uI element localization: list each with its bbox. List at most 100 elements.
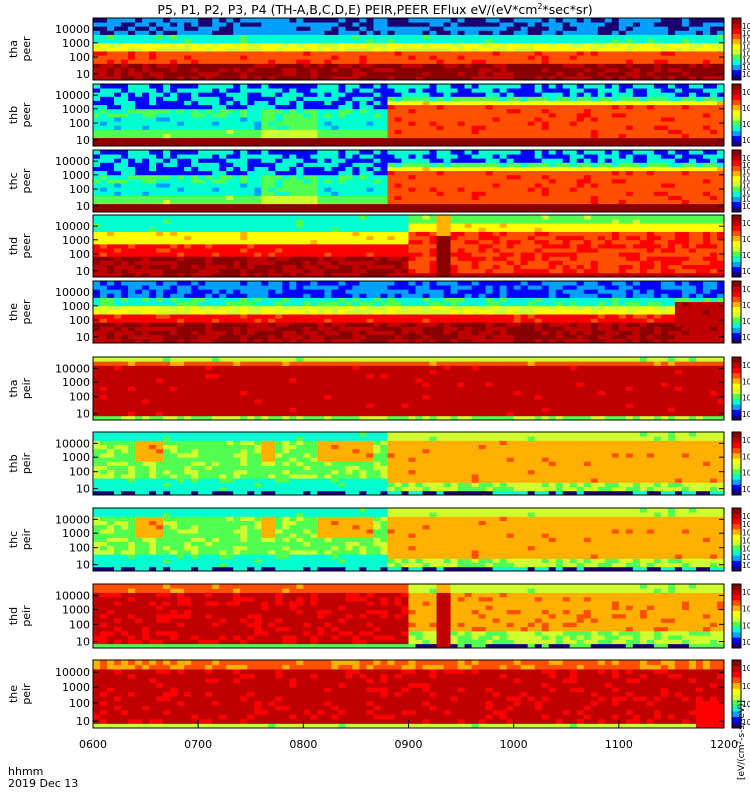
colorbar-tick-label: 10⁶ xyxy=(742,512,750,521)
y-tick-label: 10 xyxy=(76,134,90,147)
x-tick-label: 0900 xyxy=(395,738,423,751)
colorbar-tick-label: 10⁶ xyxy=(742,36,750,45)
y-tick-label: 100 xyxy=(69,466,90,479)
colorbar-tick-label: 10⁴ xyxy=(742,528,750,537)
y-tick-label: 10000 xyxy=(55,513,90,526)
y-tick-label: 10 xyxy=(76,200,90,213)
colorbar-tick-label: 10⁴ xyxy=(742,181,750,190)
panel-frame xyxy=(92,214,725,278)
colorbar-tick-label: 10⁰ xyxy=(742,485,750,494)
colorbar-tick-label: 10⁶ xyxy=(742,301,750,310)
colorbar-tick-label: 10⁵ xyxy=(742,175,750,184)
panel-frame xyxy=(92,280,725,344)
panel-thc-peer: 10000100010010thcpeer10⁸10⁷10⁶10⁵10⁴10³1… xyxy=(7,149,750,213)
y-tick-label: 10 xyxy=(76,483,90,496)
title-main: P5, P1, P2, P3, P4 (TH-A,B,C,D,E) PEIR,P… xyxy=(157,2,537,17)
colorbar-tick-label: 10⁶ xyxy=(742,436,750,445)
colorbar: 10⁶ 10⁴ 10² 10⁰ xyxy=(731,431,750,496)
colorbar-tick-label: 10¹ xyxy=(742,70,750,79)
x-axis-label-date: 2019 Dec 13 xyxy=(8,777,78,790)
title-superscript: 2 xyxy=(537,2,542,11)
colorbar-tick-label: 10² xyxy=(742,333,750,342)
panel-frame xyxy=(92,431,725,496)
panel-label: thapeir xyxy=(7,377,33,399)
colorbar: 10⁶ 10⁴ 10² 10⁰ xyxy=(731,356,750,421)
title-tail: *sec*sr) xyxy=(542,2,592,17)
y-tick-label: 100 xyxy=(69,618,90,631)
panel-frame xyxy=(92,583,725,649)
y-tick-label: 100 xyxy=(69,117,90,130)
y-tick-label: 10000 xyxy=(55,89,90,102)
panel-frame xyxy=(92,149,725,213)
y-tick-label: 1000 xyxy=(62,451,90,464)
y-tick-label: 10 xyxy=(76,331,90,344)
y-tick-label: 100 xyxy=(69,183,90,196)
colorbar-tick-label: 10⁴ xyxy=(742,452,750,461)
y-tick-label: 1000 xyxy=(62,681,90,694)
panel-label: thcpeer xyxy=(7,168,33,194)
colorbar: 10⁸ 10⁶ 10⁴ 10² xyxy=(731,83,750,147)
colorbar-tick-label: 10² xyxy=(742,63,750,72)
panel-label: thepeer xyxy=(7,299,33,325)
x-tick-label: 0700 xyxy=(184,738,212,751)
y-tick-label: 10000 xyxy=(55,590,90,603)
x-tick-label: 0800 xyxy=(289,738,317,751)
colorbar-tick-label: 10² xyxy=(742,195,750,204)
colorbar-tick-label: 10⁵ xyxy=(742,520,750,529)
y-tick-label: 100 xyxy=(69,697,90,710)
y-tick-label: 10 xyxy=(76,636,90,649)
panel-frame xyxy=(92,356,725,421)
y-tick-label: 1000 xyxy=(62,37,90,50)
y-tick-label: 1000 xyxy=(62,169,90,182)
colorbar: 10⁸10⁷10⁶10⁵10⁴10³10²10¹ xyxy=(731,149,750,213)
colorbar-tick-label: 10⁰ xyxy=(742,638,750,647)
colorbar: 10⁸ 10⁶ 10⁴ 10² xyxy=(731,280,750,344)
colorbar-tick-label: 10⁶ xyxy=(742,664,750,673)
panel-tha-peer: 10000100010010thapeer10⁸10⁷10⁶10⁵10⁴10³1… xyxy=(7,17,750,81)
colorbar-tick-label: 10¹ xyxy=(742,202,750,211)
y-tick-label: 10 xyxy=(76,265,90,278)
colorbar-tick-label: 10⁴ xyxy=(742,49,750,58)
colorbar-tick-label: 10¹ xyxy=(742,553,750,562)
y-tick-label: 100 xyxy=(69,248,90,261)
colorbar-tick-label: 10⁷ xyxy=(742,161,750,170)
panel-label: thbpeer xyxy=(7,102,33,128)
colorbar-tick-label: 10² xyxy=(742,700,750,709)
panels: 10000100010010thapeer10⁸10⁷10⁶10⁵10⁴10³1… xyxy=(7,17,750,729)
colorbar: 10⁸10⁷10⁶10⁵10⁴10³10²10¹ xyxy=(731,17,750,81)
y-tick-label: 1000 xyxy=(62,300,90,313)
colorbar-tick-label: 10⁸ xyxy=(742,285,750,294)
colorbar-tick-label: 10⁸ xyxy=(742,219,750,228)
colorbar-tick-label: 10⁴ xyxy=(742,251,750,260)
colorbar-tick-label: 10² xyxy=(742,469,750,478)
panel-label: thbpeir xyxy=(7,452,33,474)
y-tick-label: 10000 xyxy=(55,23,90,36)
colorbar-tick-label: 10⁰ xyxy=(742,561,750,570)
colorbar-unit-label: [eV/(cm²-s-sr-eV)] xyxy=(737,700,747,780)
x-tick-label: 1100 xyxy=(605,738,633,751)
y-tick-label: 10000 xyxy=(55,220,90,233)
colorbar-tick-label: 10⁸ xyxy=(742,88,750,97)
y-tick-label: 1000 xyxy=(62,234,90,247)
x-tick-label: 1000 xyxy=(500,738,528,751)
colorbar-tick-label: 10⁴ xyxy=(742,377,750,386)
colorbar-tick-label: 10⁰ xyxy=(742,410,750,419)
panel-label: thdpeer xyxy=(7,233,33,259)
panel-the-peir: 10000 1000 100 10 thepeir 10⁶ 10⁴ 10² 10⁰ xyxy=(7,659,750,729)
panel-label: thcpeir xyxy=(7,528,33,550)
y-tick-label: 10000 xyxy=(55,437,90,450)
panel-frame xyxy=(92,17,725,81)
x-axis-label-hhmm: hhmm xyxy=(8,765,43,778)
x-axis: 0600 0700 0800 0900 1000 1100 1200 [eV/(cm²-s-s… xyxy=(79,700,747,780)
colorbar-tick-label: 10³ xyxy=(742,188,750,197)
y-tick-label: 100 xyxy=(69,542,90,555)
x-tick-label: 1200 xyxy=(710,738,738,751)
colorbar-tick-label: 10⁴ xyxy=(742,605,750,614)
colorbar-tick-label: 10⁶ xyxy=(742,168,750,177)
colorbar-tick-label: 10⁴ xyxy=(742,682,750,691)
